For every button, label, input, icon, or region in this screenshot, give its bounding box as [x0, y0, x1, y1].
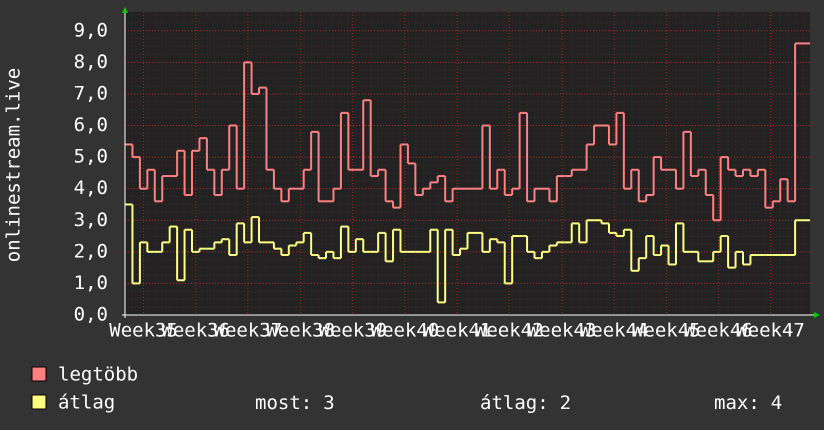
y-tick-label: 1,0 — [74, 272, 108, 294]
minor-grid — [125, 12, 810, 315]
y-tick-label: 3,0 — [74, 209, 108, 231]
y-tick-label: 2,0 — [74, 240, 108, 262]
x-tick-label: Week37 — [214, 320, 283, 342]
x-tick-label: Week36 — [161, 320, 230, 342]
stat: átlag: 2 — [480, 392, 571, 414]
y-tick-label: 9,0 — [74, 19, 108, 41]
y-tick-label: 7,0 — [74, 82, 108, 104]
y-tick-label: 8,0 — [74, 51, 108, 73]
series — [125, 42, 810, 222]
lines — [125, 42, 810, 304]
x-tick-label: Week39 — [319, 320, 388, 342]
y-tick-label: 4,0 — [74, 177, 108, 199]
x-tick-label: Week41 — [423, 320, 492, 342]
y-axis-label: onlinestream.live — [3, 68, 25, 262]
stat: most: 3 — [255, 392, 335, 414]
y-tick-label: 0,0 — [74, 304, 108, 326]
x-tick-label: Week45 — [632, 320, 701, 342]
labels: 0,01,02,03,04,05,06,07,08,09,0Week35Week… — [74, 19, 805, 341]
x-tick-label: Week42 — [475, 320, 544, 342]
legend-label: átlag — [58, 392, 115, 414]
stat-value: 4 — [771, 392, 782, 414]
x-tick-label: Week47 — [736, 320, 805, 342]
x-arrow — [814, 312, 820, 318]
legend: legtöbb átlag most: 3 átlag: 2 max: 4 — [31, 364, 782, 414]
stat: max: 4 — [714, 392, 782, 414]
x-tick-label: Week40 — [371, 320, 440, 342]
stat-label: max: — [714, 392, 760, 414]
x-tick-label: Week46 — [684, 320, 753, 342]
y-arrow — [122, 7, 128, 13]
y-tick-label: 6,0 — [74, 114, 108, 136]
stat-value: 2 — [560, 392, 571, 414]
x-tick-label: Week43 — [528, 320, 597, 342]
stat-label: most: — [255, 392, 312, 414]
stat-value: 3 — [323, 392, 334, 414]
grid — [125, 12, 810, 316]
legend-swatch — [31, 394, 47, 410]
x-tick-label: Week35 — [109, 320, 178, 342]
x-tick-label: Week44 — [580, 320, 649, 342]
y-tick-label: 5,0 — [74, 146, 108, 168]
stat-label: átlag: — [480, 392, 549, 414]
legend-label: legtöbb — [58, 364, 138, 386]
legend-swatch — [31, 366, 47, 382]
x-tick-label: Week38 — [266, 320, 335, 342]
series — [125, 203, 810, 304]
